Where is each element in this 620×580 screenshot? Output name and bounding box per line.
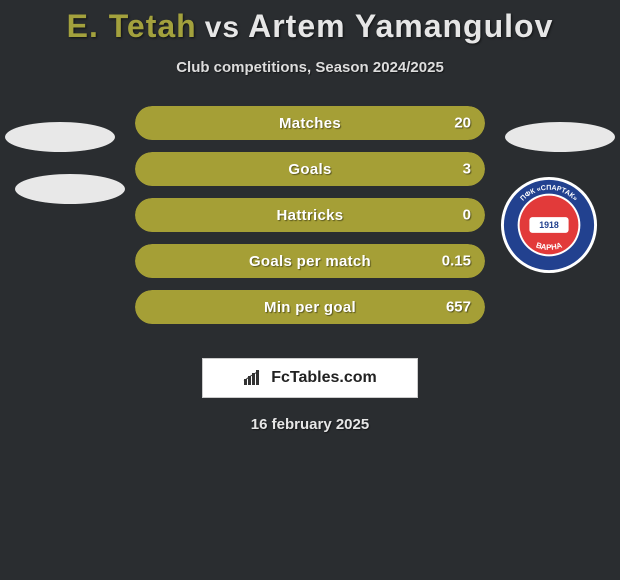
stat-label: Goals per match [249, 253, 371, 270]
stat-bar-matches: Matches 20 [135, 106, 485, 140]
stat-label: Hattricks [277, 207, 344, 224]
bar-left-fill [135, 152, 310, 186]
stat-value-right: 657 [446, 299, 471, 316]
stat-value-right: 0.15 [442, 253, 471, 270]
date-line: 16 february 2025 [0, 416, 620, 433]
stat-bar-min-per-goal: Min per goal 657 [135, 290, 485, 324]
branding-box[interactable]: FcTables.com [202, 358, 418, 398]
club-logo: 1918 ПФК «СПАРТАК» ВАРНА [500, 176, 598, 274]
club-logo-year: 1918 [539, 220, 559, 230]
branding-text: FcTables.com [271, 369, 377, 387]
stat-value-right: 20 [454, 115, 471, 132]
stat-bar-hattricks: Hattricks 0 [135, 198, 485, 232]
avatar-placeholder-right-1 [505, 122, 615, 152]
subtitle: Club competitions, Season 2024/2025 [0, 59, 620, 76]
stat-label: Min per goal [264, 299, 356, 316]
stat-value-right: 0 [463, 207, 471, 224]
player-right-name: Artem Yamangulov [248, 8, 553, 45]
stat-label: Matches [279, 115, 341, 132]
vs-separator: vs [205, 11, 240, 45]
stat-bars: Matches 20 Goals 3 Hattricks 0 [135, 106, 485, 336]
stat-bar-goals: Goals 3 [135, 152, 485, 186]
stat-label: Goals [288, 161, 331, 178]
avatar-placeholder-left-1 [5, 122, 115, 152]
avatar-placeholder-left-2 [15, 174, 125, 204]
player-left-name: E. Tetah [67, 8, 197, 45]
club-logo-icon: 1918 ПФК «СПАРТАК» ВАРНА [500, 176, 598, 274]
stats-area: 1918 ПФК «СПАРТАК» ВАРНА Matches 20 [0, 106, 620, 346]
stat-value-right: 3 [463, 161, 471, 178]
bar-chart-icon [243, 369, 265, 387]
bar-right-fill [310, 152, 485, 186]
stat-bar-goals-per-match: Goals per match 0.15 [135, 244, 485, 278]
page-title: E. Tetah vs Artem Yamangulov [0, 8, 620, 45]
